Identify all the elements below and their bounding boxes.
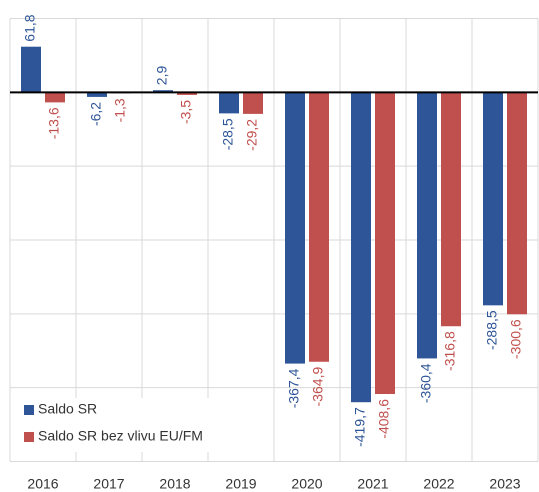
x-tick-label: 2019 <box>225 476 256 492</box>
legend-swatch <box>24 432 34 442</box>
data-label: -316,8 <box>442 331 458 371</box>
data-label: -13,6 <box>46 107 62 139</box>
data-label: 2,9 <box>154 66 170 86</box>
x-tick-label: 2023 <box>489 476 520 492</box>
legend-label: Saldo SR bez vlivu EU/FM <box>38 428 203 444</box>
bar <box>153 90 173 93</box>
x-tick-label: 2017 <box>93 476 124 492</box>
data-label: -364,9 <box>310 367 326 407</box>
x-tick-label: 2018 <box>159 476 190 492</box>
data-label: -6,2 <box>88 102 104 126</box>
data-label: 61,8 <box>22 14 38 41</box>
data-label: -3,5 <box>178 100 194 124</box>
bar <box>285 92 305 364</box>
data-label: -288,5 <box>484 310 500 350</box>
x-tick-label: 2016 <box>27 476 58 492</box>
data-label: -29,2 <box>244 119 260 151</box>
legend-box <box>20 398 246 452</box>
bar <box>417 92 437 359</box>
bar <box>375 92 395 395</box>
legend: Saldo SR Saldo SR bez vlivu EU/FM <box>20 398 246 452</box>
bar <box>243 92 263 114</box>
x-tick-label: 2020 <box>291 476 322 492</box>
data-label: -419,7 <box>352 407 368 447</box>
data-label: -28,5 <box>220 118 236 150</box>
bar <box>219 92 239 114</box>
bar <box>507 92 527 315</box>
bar <box>21 46 41 93</box>
legend-swatch <box>24 405 34 415</box>
bar <box>177 92 197 95</box>
bar <box>441 92 461 327</box>
bar <box>309 92 329 362</box>
x-tick-label: 2022 <box>423 476 454 492</box>
data-label: -360,4 <box>418 363 434 403</box>
bar <box>45 92 65 103</box>
bar <box>87 92 107 97</box>
data-label: -367,4 <box>286 368 302 408</box>
data-label: -1,3 <box>112 98 128 122</box>
bar <box>483 92 503 306</box>
x-tick-label: 2021 <box>357 476 388 492</box>
data-label: -408,6 <box>376 399 392 439</box>
bar <box>351 92 371 403</box>
data-label: -300,6 <box>508 319 524 359</box>
legend-label: Saldo SR <box>38 401 97 417</box>
